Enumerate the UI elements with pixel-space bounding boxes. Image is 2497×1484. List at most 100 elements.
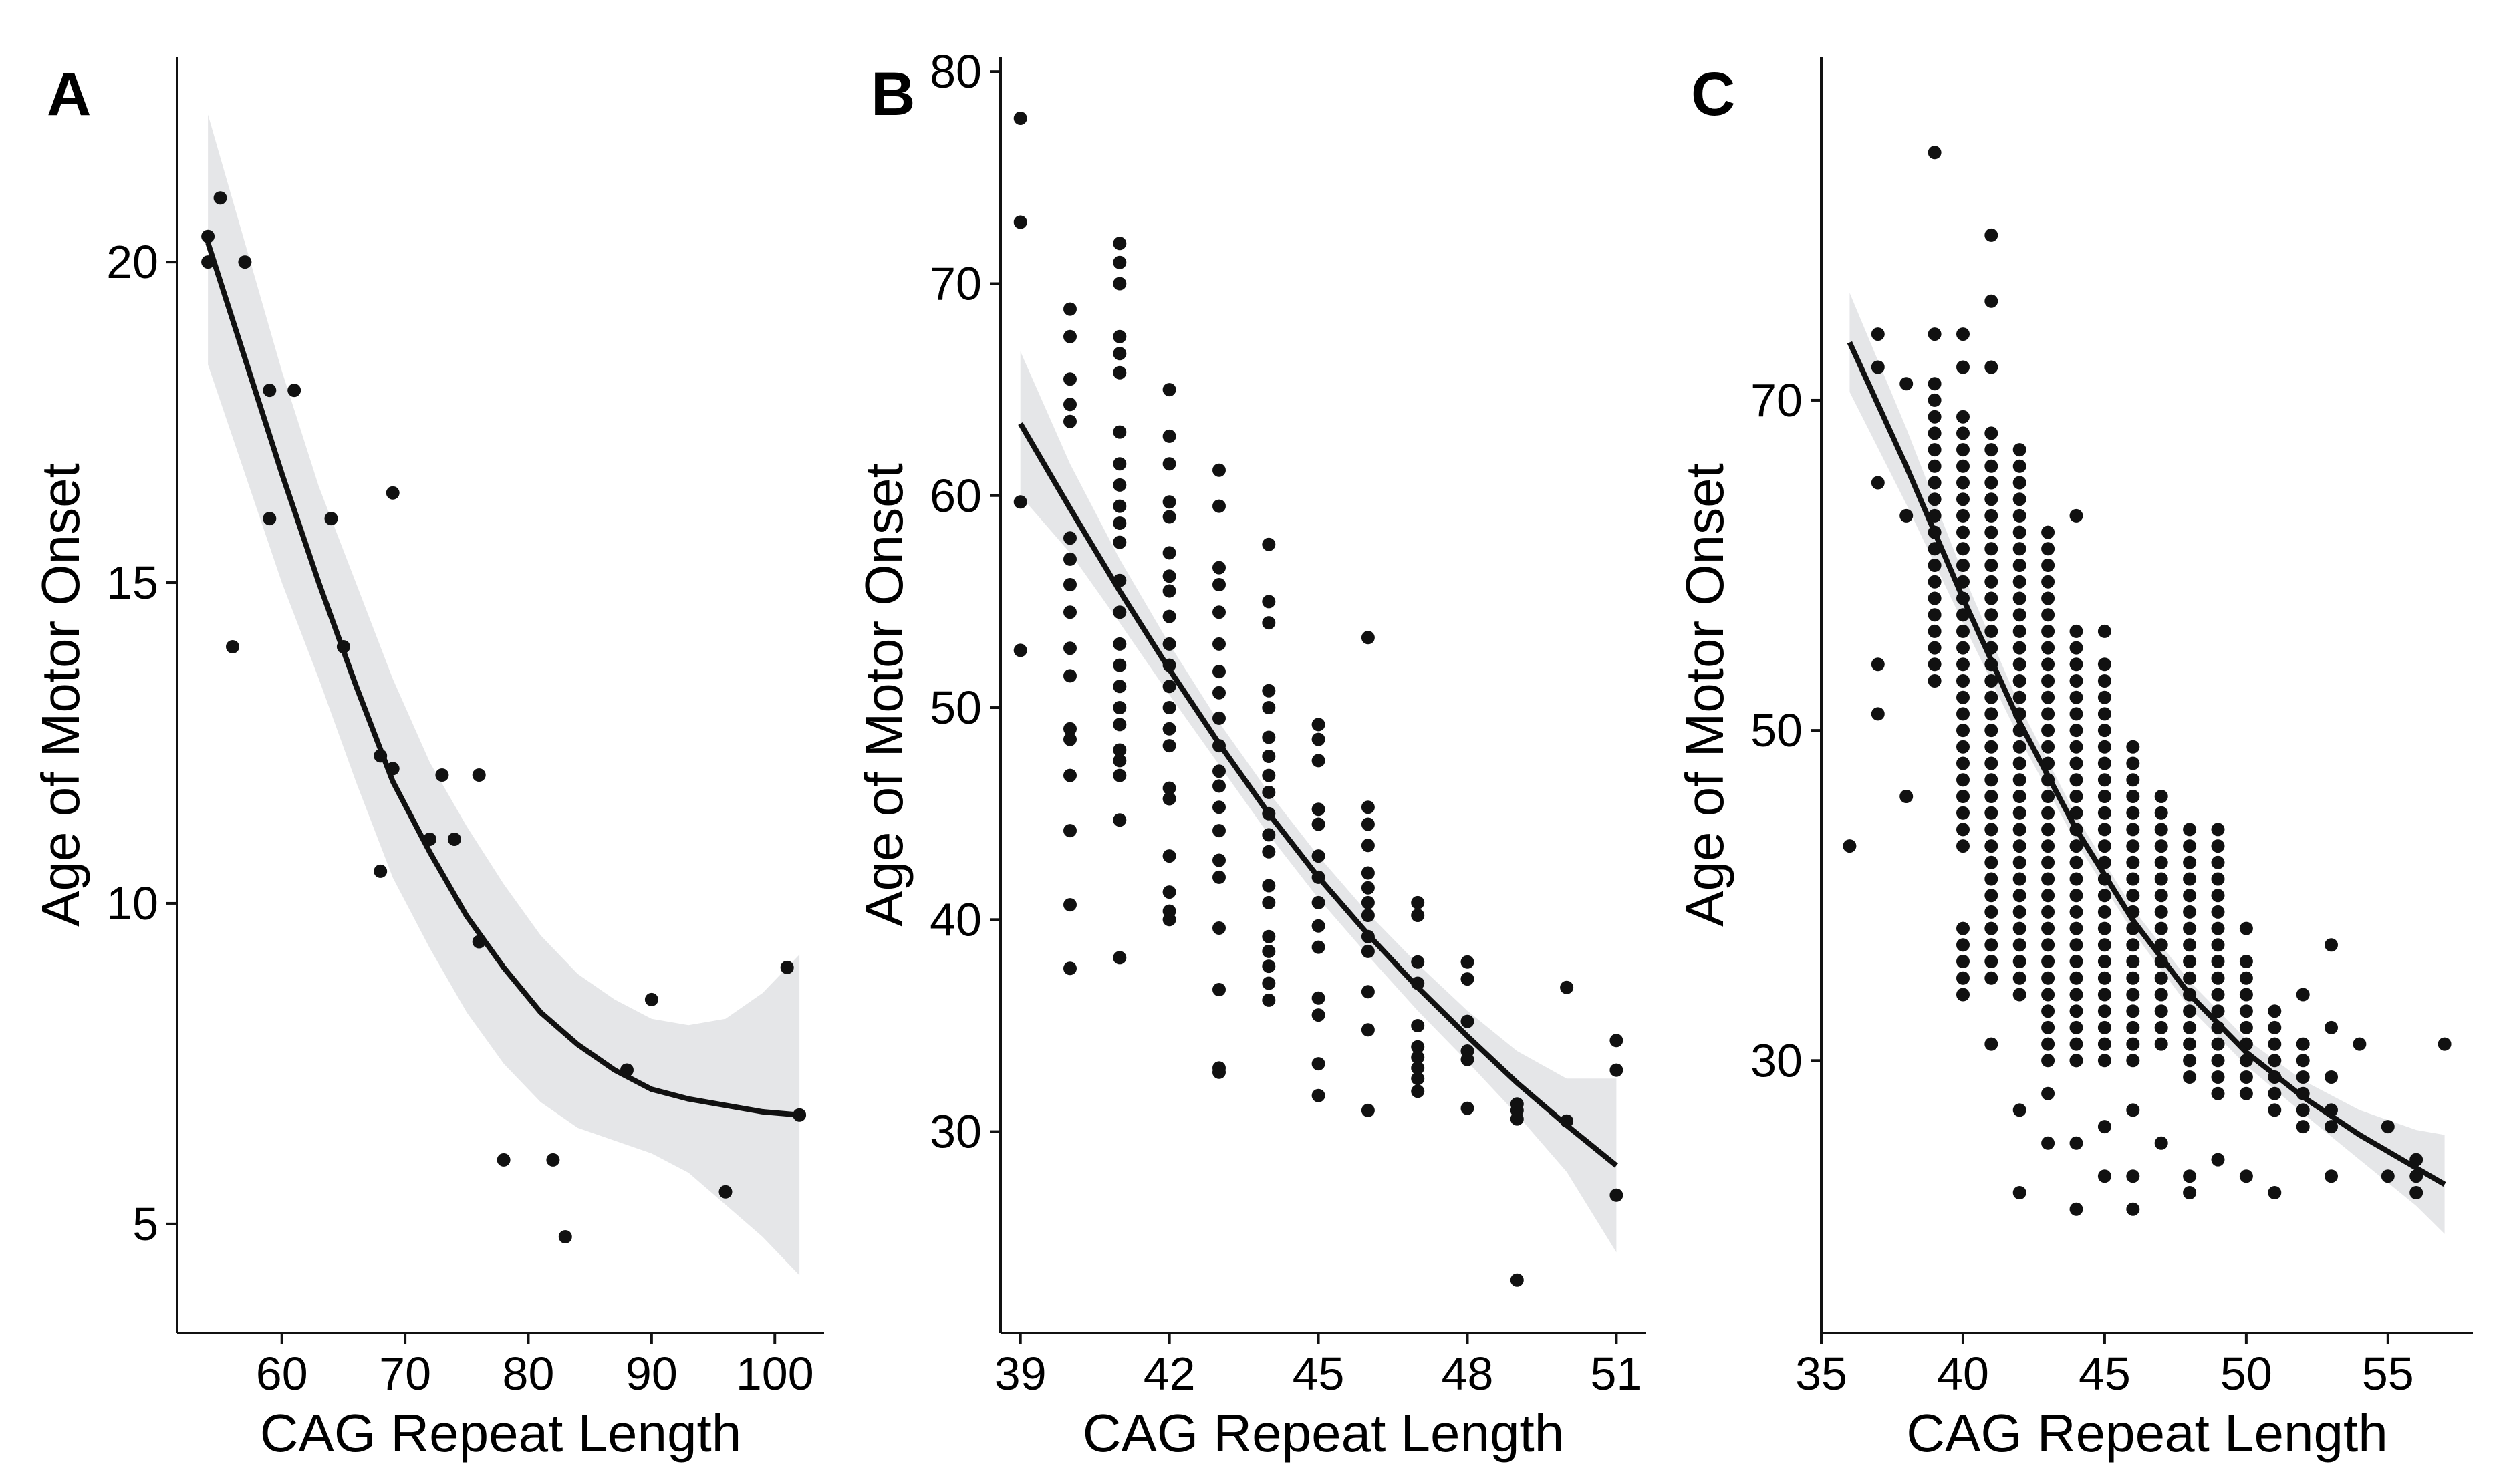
panel-c-data-point: [2041, 690, 2055, 704]
panel-a-data-point: [201, 229, 215, 243]
panel-b-data-point: [1262, 879, 1276, 893]
panel-c-fit-line: [1847, 341, 2446, 1187]
panel-a-x-tick-label: 100: [736, 1348, 814, 1400]
panel-c-data-point: [1956, 938, 1970, 952]
panel-c-x-tick-label: 40: [1937, 1348, 1989, 1400]
panel-c-data-point: [2041, 657, 2055, 672]
panel-b-data-point: [1162, 584, 1176, 598]
panel-c-data-point: [1956, 674, 1970, 688]
panel-c-data-point: [1984, 921, 1998, 935]
panel-a-data-point: [780, 960, 794, 974]
panel-c-data-point: [1871, 707, 1885, 721]
panel-c-data-point: [2097, 988, 2111, 1002]
panel-c-data-point: [2154, 905, 2168, 919]
panel-c-data-point: [2041, 740, 2055, 754]
panel-c-data-point: [2069, 938, 2083, 952]
panel-c-data-point: [1956, 476, 1970, 490]
panel-b-x-axis-title: CAG Repeat Length: [1083, 1403, 1564, 1463]
panel-b-data-point: [1113, 499, 1127, 513]
panel-c-data-point: [2154, 855, 2168, 869]
panel-c-data-point: [2041, 674, 2055, 688]
panel-b-data-point: [1212, 779, 1226, 793]
panel-c-data-point: [2041, 839, 2055, 853]
panel-b-data-point: [1311, 718, 1325, 732]
panel-c-data-point: [2012, 872, 2026, 886]
panel-b-data-point: [1262, 929, 1276, 943]
panel-a-y-axis-title: Age of Motor Onset: [31, 463, 90, 927]
panel-c-data-point: [2154, 889, 2168, 903]
panel-c-data-point: [2211, 938, 2225, 952]
panel-c-data-point: [2012, 905, 2026, 919]
panel-c-data-point: [2012, 525, 2026, 539]
panel-c-data-point: [2069, 657, 2083, 672]
panel-c-data-point: [2183, 823, 2197, 837]
panel-c-data-point: [2041, 608, 2055, 622]
panel-b-data-point: [1113, 457, 1127, 471]
panel-b-data-point: [1262, 959, 1276, 974]
panel-c-data-point: [2069, 724, 2083, 738]
panel-a-x-tick-label: 80: [503, 1348, 555, 1400]
panel-c-data-point: [2097, 624, 2111, 638]
panel-c-data-point: [2012, 459, 2026, 473]
panel-c-data-point: [1984, 790, 1998, 803]
panel-c-data-point: [1843, 839, 1857, 853]
panel-c-data-point: [2012, 476, 2026, 490]
panel-b-data-point: [1162, 739, 1176, 753]
panel-c-data-point: [1956, 806, 1970, 820]
panel-a-data-point: [238, 255, 252, 269]
panel-b-data-point: [1063, 372, 1077, 386]
panel-c-data-point: [1956, 360, 1970, 374]
panel-b-data-point: [1262, 828, 1276, 842]
panel-c-data-point: [2069, 889, 2083, 903]
panel-c-data-point: [2012, 575, 2026, 589]
panel-c-x-tick-label: 55: [2362, 1348, 2414, 1400]
panel-c-data-point: [1984, 525, 1998, 539]
panel-c-data-point: [1984, 839, 1998, 853]
panel-b-data-point: [1262, 537, 1276, 551]
panel-c-data-point: [2012, 1103, 2026, 1117]
panel-c-data-point: [1984, 707, 1998, 721]
panel-c-data-point: [2041, 955, 2055, 968]
panel-b-data-point: [1262, 976, 1276, 990]
panel-b-x-tick-label: 48: [1442, 1348, 1494, 1400]
panel-c-data-point: [1956, 624, 1970, 638]
panel-c-data-point: [2268, 1020, 2282, 1034]
panel-c-data-point: [2041, 889, 2055, 903]
panel-b-y-tick-label: 30: [930, 1106, 982, 1158]
panel-b-data-point: [1162, 885, 1176, 899]
panel-b-data-point: [1411, 895, 1425, 909]
panel-b-data-point: [1113, 425, 1127, 439]
panel-c-y-tick-label: 70: [1750, 374, 1803, 426]
panel-b-data-point: [1162, 913, 1176, 927]
panel-c-data-point: [2097, 1004, 2111, 1018]
panel-c-data-point: [2041, 591, 2055, 605]
panel-c-data-point: [2069, 1054, 2083, 1068]
panel-c-data-point: [1928, 575, 1942, 589]
panel-b-data-point: [1361, 1023, 1375, 1037]
panel-c-data-point: [2183, 855, 2197, 869]
panel-b-data-point: [1162, 849, 1176, 863]
panel-b-data-point: [1411, 909, 1425, 922]
panel-b-x-tick-label: 45: [1293, 1348, 1345, 1400]
panel-c-data-point: [1984, 938, 1998, 952]
panel-b-data-point: [1212, 800, 1226, 814]
panel-c-data-point: [1984, 476, 1998, 490]
panel-c-data-point: [2183, 889, 2197, 903]
panel-c-data-point: [1956, 426, 1970, 440]
panel-b-data-point: [1162, 637, 1176, 651]
panel-c-data-point: [2012, 839, 2026, 853]
panel-b-data-point: [1162, 722, 1176, 736]
panel-b-data-point: [1262, 684, 1276, 698]
panel-c-data-point: [2296, 1103, 2310, 1117]
panel-c-data-point: [1928, 443, 1942, 457]
panel-c-data-point: [1899, 790, 1914, 803]
panel-c: C 35 40 45 50 55 30 50 70 CAG Repeat Length Age o…: [1675, 57, 2473, 1463]
panel-b-data-point: [1013, 495, 1027, 509]
panel-c-data-point: [1928, 146, 1942, 160]
panel-c-data-point: [1871, 657, 1885, 672]
panel-a-data-point: [558, 1230, 572, 1243]
panel-b-letter: B: [871, 60, 915, 128]
panel-c-data-point: [1956, 443, 1970, 457]
panel-c-data-point: [2154, 1037, 2168, 1051]
panel-b-data-point: [1063, 398, 1077, 412]
